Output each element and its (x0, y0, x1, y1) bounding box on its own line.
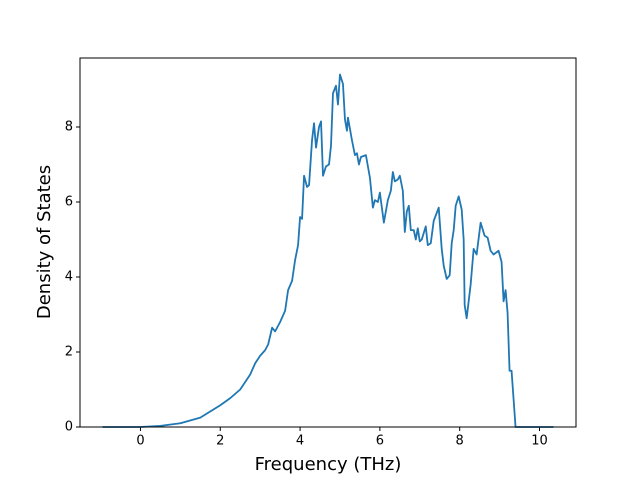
x-tick-label: 4 (296, 434, 304, 449)
y-tick-label: 4 (65, 270, 73, 285)
y-tick-label: 0 (65, 420, 73, 435)
dos-line (102, 73, 554, 428)
y-tick-label: 8 (65, 120, 73, 135)
x-tick-label: 6 (376, 434, 384, 449)
x-tick-label: 10 (531, 434, 548, 449)
y-tick-label: 6 (65, 195, 73, 210)
y-tick-label: 2 (65, 345, 73, 360)
x-axis-label: Frequency (THz) (255, 454, 402, 475)
y-axis-label: Density of States (34, 165, 55, 319)
x-tick-label: 8 (456, 434, 464, 449)
x-tick-label: 2 (216, 434, 224, 449)
x-tick-label: 0 (136, 434, 144, 449)
axes-frame (79, 57, 577, 428)
